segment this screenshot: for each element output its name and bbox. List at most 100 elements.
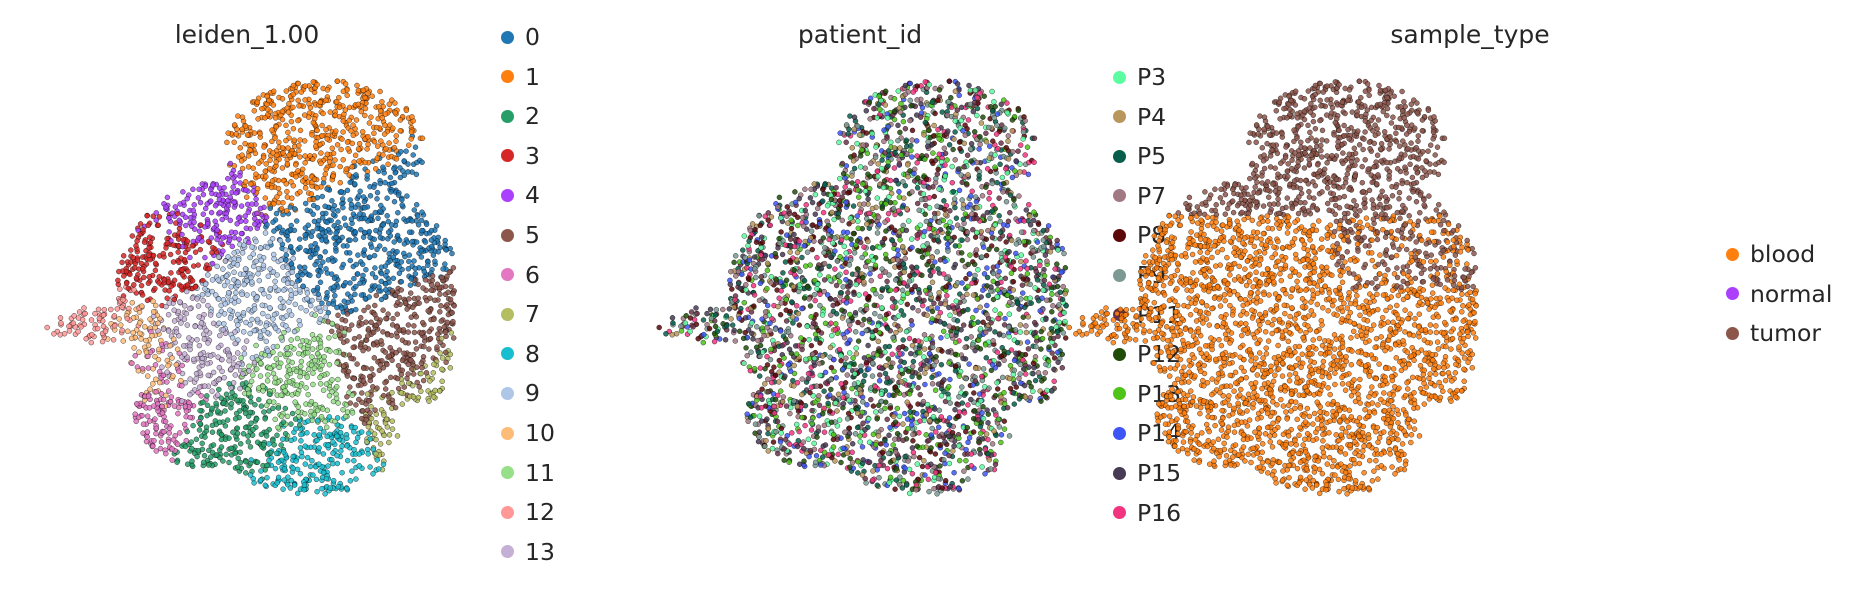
cell-point: [338, 146, 344, 153]
cell-point: [252, 211, 258, 217]
cell-point: [800, 305, 806, 311]
cell-point: [926, 287, 932, 293]
cell-point: [247, 460, 254, 467]
cell-point: [234, 425, 240, 431]
cell-point: [246, 462, 252, 469]
cell-point: [954, 326, 961, 332]
cell-point: [210, 351, 216, 358]
cell-point: [870, 354, 876, 361]
cell-point: [363, 100, 369, 106]
cell-point: [141, 393, 148, 400]
cell-point: [442, 291, 449, 297]
cell-point: [265, 364, 271, 370]
cell-point: [986, 342, 992, 348]
cell-point: [316, 353, 322, 360]
cell-point: [350, 375, 356, 381]
cell-point: [205, 372, 211, 379]
cell-point: [988, 358, 995, 364]
cell-point: [323, 296, 329, 302]
cell-point: [970, 340, 977, 346]
cell-point: [174, 449, 180, 455]
legend-label: 13: [525, 537, 555, 566]
cell-point: [385, 311, 391, 317]
cell-point: [164, 423, 170, 430]
cell-point: [153, 210, 159, 216]
cell-point: [204, 262, 210, 268]
cell-point: [430, 355, 436, 361]
cell-point: [820, 185, 827, 191]
cell-point: [149, 319, 155, 325]
cell-point: [307, 254, 314, 260]
cell-point: [306, 248, 312, 254]
cell-point: [329, 433, 335, 439]
cell-point: [94, 325, 101, 332]
cell-point: [296, 388, 302, 394]
cell-point: [770, 317, 777, 323]
cell-point: [835, 391, 842, 397]
cell-point: [143, 261, 150, 267]
cell-point: [213, 394, 219, 400]
cell-point: [361, 93, 367, 99]
cell-point: [235, 187, 241, 194]
cell-point: [1057, 296, 1064, 302]
cell-point: [381, 131, 388, 137]
cell-point: [249, 468, 255, 475]
cell-point: [909, 172, 915, 178]
cell-point: [181, 202, 187, 208]
cell-point: [331, 284, 337, 290]
cell-point: [932, 180, 939, 186]
cell-point: [909, 373, 915, 380]
cell-point: [878, 352, 884, 359]
cell-point: [446, 326, 452, 333]
cell-point: [971, 276, 977, 283]
cell-point: [174, 441, 181, 447]
cell-point: [139, 304, 145, 310]
cell-point: [296, 277, 303, 283]
cell-point: [354, 435, 361, 441]
cell-point: [332, 109, 338, 115]
cell-point: [177, 300, 183, 306]
cell-point: [864, 367, 870, 373]
cell-point: [954, 318, 961, 324]
cell-point: [198, 400, 204, 406]
cell-point: [980, 366, 987, 372]
cell-point: [329, 145, 335, 151]
cell-point: [334, 384, 340, 390]
cell-point: [145, 373, 151, 379]
cell-point: [390, 315, 396, 322]
cell-point: [930, 97, 937, 104]
cell-point: [338, 423, 344, 430]
cell-point: [965, 439, 971, 445]
cell-point: [955, 309, 962, 315]
cell-point: [828, 376, 835, 382]
cell-point: [88, 317, 95, 323]
cell-point: [263, 168, 269, 174]
cell-point: [127, 271, 133, 278]
cell-point: [870, 158, 876, 164]
cell-point: [286, 358, 292, 364]
cell-point: [211, 252, 217, 259]
cell-point: [119, 268, 126, 274]
cell-point: [311, 248, 317, 254]
cell-point: [235, 464, 241, 470]
cell-point: [920, 247, 926, 253]
cell-point: [181, 258, 187, 264]
cell-point: [323, 314, 329, 320]
cell-point: [261, 327, 267, 334]
cell-point: [291, 481, 298, 488]
cell-point: [288, 227, 294, 234]
cell-point: [365, 141, 371, 148]
cell-point: [334, 323, 340, 329]
cell-point: [66, 328, 73, 334]
cell-point: [422, 239, 429, 245]
cell-point: [974, 112, 980, 119]
cell-point: [777, 436, 784, 442]
cell-point: [314, 82, 320, 88]
cell-point: [347, 308, 353, 315]
cell-point: [990, 288, 996, 294]
cell-point: [297, 189, 303, 195]
cell-point: [927, 351, 933, 357]
cell-point: [862, 291, 869, 297]
cell-point: [871, 444, 877, 450]
cell-point: [158, 396, 164, 402]
